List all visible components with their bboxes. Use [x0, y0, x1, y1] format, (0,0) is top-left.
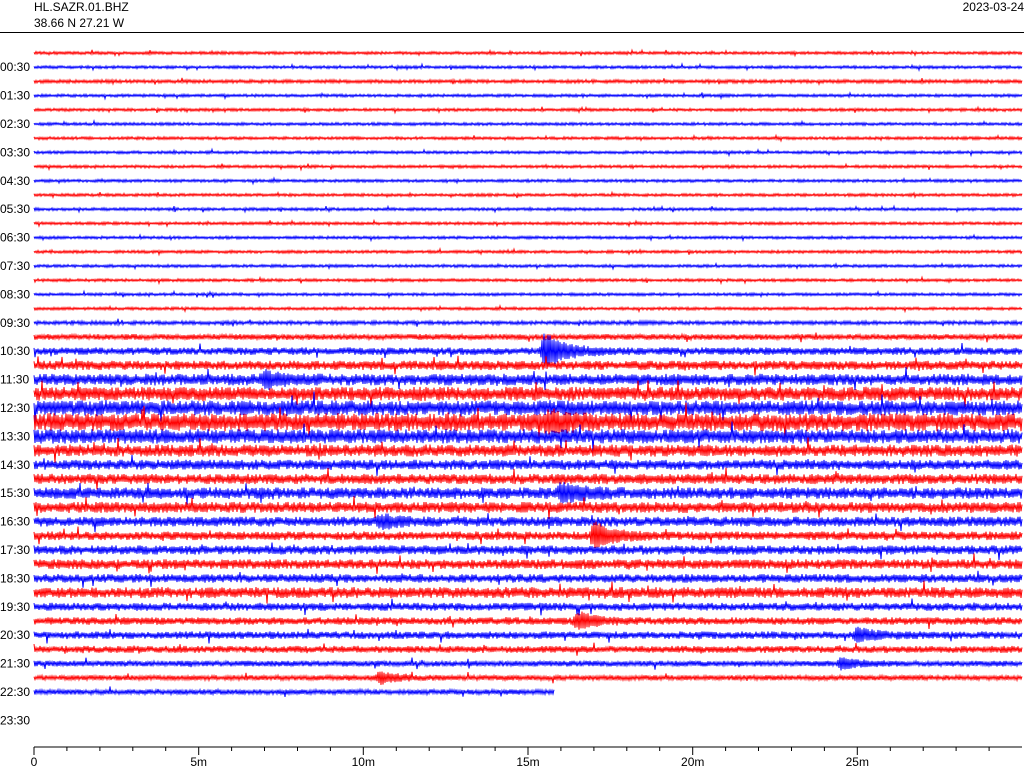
row-label: 23:30 [0, 713, 30, 727]
station-coordinates: 38.66 N 27.21 W [34, 16, 125, 30]
row-label: 05:30 [0, 202, 30, 216]
trace-row-20 [33, 332, 1023, 343]
trace-row-36 [33, 553, 1023, 574]
row-label: 09:30 [0, 316, 30, 330]
row-label: 11:30 [0, 373, 29, 387]
row-label: 02:30 [0, 117, 30, 131]
trace-row-30 [33, 467, 1023, 490]
trace-row-7 [33, 147, 1023, 158]
header-divider [0, 32, 1024, 33]
x-tick-label: 25m [846, 755, 869, 768]
trace-row-32 [33, 496, 1023, 520]
trace-row-38 [33, 580, 1023, 604]
trace-row-15 [33, 262, 1023, 271]
trace-row-28 [33, 437, 1023, 463]
trace-row-2 [33, 77, 1023, 87]
trace-row-25 [33, 391, 1023, 425]
trace-row-45 [33, 686, 555, 697]
row-label: 16:30 [0, 515, 30, 529]
row-label: 18:30 [0, 571, 30, 585]
x-tick-label: 5m [190, 755, 207, 768]
x-tick-label: 20m [681, 755, 704, 768]
row-label: 15:30 [0, 486, 30, 500]
trace-row-39 [33, 598, 1023, 616]
trace-row-35 [33, 542, 1023, 560]
x-tick-label: 0 [31, 755, 38, 768]
row-label: 17:30 [0, 543, 30, 557]
row-label: 03:30 [0, 145, 30, 159]
row-label: 10:30 [0, 344, 30, 358]
row-label: 00:30 [0, 60, 30, 74]
trace-row-22 [33, 355, 1023, 376]
trace-row-42 [33, 642, 1023, 656]
trace-row-43 [33, 657, 1023, 671]
station-code: HL.SAZR.01.BHZ [34, 0, 129, 14]
plot-date: 2023-03-24 [962, 0, 1024, 14]
row-label-group: 00:30 01:30 02:30 03:30 04:30 05:30 06:30 07:30… [0, 60, 30, 727]
trace-row-34 [33, 521, 1023, 549]
trace-row-41 [33, 626, 1023, 644]
trace-row-11 [33, 204, 1023, 214]
row-label: 14:30 [0, 458, 30, 472]
trace-row-33 [33, 513, 1023, 533]
row-label: 04:30 [0, 174, 30, 188]
trace-row-40 [33, 611, 1023, 630]
trace-row-6 [33, 133, 1023, 143]
trace-row-10 [33, 190, 1023, 199]
row-label: 12:30 [0, 401, 30, 415]
trace-row-23 [33, 367, 1023, 390]
trace-group [33, 48, 1023, 697]
trace-row-1 [33, 62, 1023, 72]
trace-row-26 [33, 402, 1023, 440]
trace-row-8 [33, 162, 1023, 172]
row-label: 19:30 [0, 600, 30, 614]
trace-row-29 [33, 454, 1023, 476]
trace-row-44 [33, 671, 1023, 685]
row-label: 07:30 [0, 259, 30, 273]
trace-row-31 [33, 482, 1023, 505]
trace-row-14 [33, 247, 1023, 257]
trace-row-9 [33, 176, 1023, 186]
row-label: 21:30 [0, 657, 30, 671]
row-label: 06:30 [0, 231, 30, 245]
row-label: 20:30 [0, 628, 30, 642]
row-label: 01:30 [0, 89, 30, 103]
trace-row-0 [33, 48, 1023, 58]
row-label: 08:30 [0, 287, 30, 301]
trace-row-13 [33, 233, 1023, 243]
trace-row-37 [33, 570, 1023, 588]
trace-row-17 [33, 289, 1023, 300]
row-label: 13:30 [0, 429, 30, 443]
trace-row-27 [33, 421, 1023, 452]
time-axis: 0 5m 10m 15m 20m 25m [31, 746, 1022, 768]
trace-row-5 [33, 119, 1023, 127]
x-tick-label: 10m [352, 755, 375, 768]
row-label: 22:30 [0, 685, 30, 699]
trace-row-21 [33, 333, 1023, 369]
x-tick-label: 15m [516, 755, 539, 768]
trace-row-12 [33, 218, 1023, 228]
trace-row-4 [33, 105, 1023, 115]
trace-row-19 [33, 318, 1023, 327]
trace-row-24 [33, 380, 1023, 408]
trace-row-18 [33, 303, 1023, 314]
trace-row-16 [33, 275, 1023, 286]
trace-row-3 [33, 91, 1023, 101]
